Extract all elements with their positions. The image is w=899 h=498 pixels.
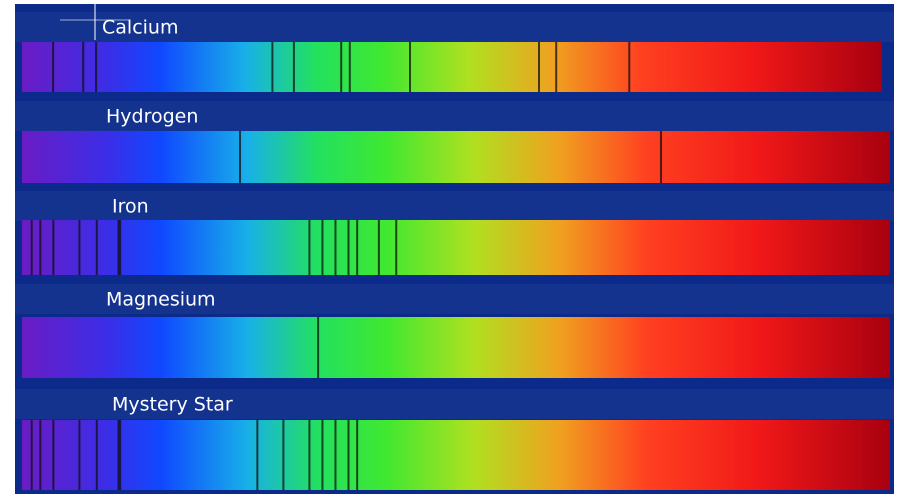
absorption-line (96, 420, 98, 490)
absorption-line (348, 420, 350, 490)
spectrum (22, 131, 890, 183)
spectrum-label: Magnesium (106, 289, 216, 311)
absorption-line (555, 42, 557, 92)
absorption-line (340, 42, 342, 92)
absorption-line (409, 42, 411, 92)
absorption-line (52, 420, 54, 490)
absorption-line (317, 317, 319, 378)
absorption-line (378, 220, 380, 275)
absorption-line (271, 42, 273, 92)
absorption-line (348, 220, 350, 275)
absorption-line (52, 220, 54, 275)
absorption-line (96, 220, 98, 275)
absorption-line (321, 420, 323, 490)
absorption-line (334, 220, 336, 275)
absorption-line (117, 420, 119, 490)
absorption-line (31, 220, 33, 275)
spectrum-label: Hydrogen (106, 106, 198, 128)
spectrum-label: Mystery Star (112, 394, 233, 416)
absorption-line (39, 420, 41, 490)
spectrum (22, 42, 882, 92)
absorption-line (628, 42, 630, 92)
absorption-line (349, 42, 351, 92)
absorption-line (78, 420, 80, 490)
absorption-line (660, 131, 662, 183)
absorption-line (78, 220, 80, 275)
absorption-line (39, 220, 41, 275)
absorption-line (119, 220, 121, 275)
absorption-line (538, 42, 540, 92)
absorption-line (282, 420, 284, 490)
absorption-line (356, 420, 358, 490)
spectrum (22, 420, 890, 490)
absorption-line (308, 420, 310, 490)
absorption-line (117, 220, 119, 275)
absorption-line (395, 220, 397, 275)
spectrum (22, 220, 890, 275)
absorption-line (293, 42, 295, 92)
absorption-line (321, 220, 323, 275)
absorption-line (52, 42, 54, 92)
absorption-line (82, 42, 84, 92)
absorption-line (256, 420, 258, 490)
spectrum-label: Iron (112, 196, 149, 218)
absorption-line (31, 420, 33, 490)
absorption-line (119, 420, 121, 490)
absorption-line (95, 42, 97, 92)
absorption-line (308, 220, 310, 275)
spectra-figure: CalciumHydrogenIronMagnesiumMystery Star (0, 0, 899, 498)
absorption-line (334, 420, 336, 490)
absorption-line (239, 131, 241, 183)
absorption-line (356, 220, 358, 275)
spectrum (22, 317, 890, 378)
